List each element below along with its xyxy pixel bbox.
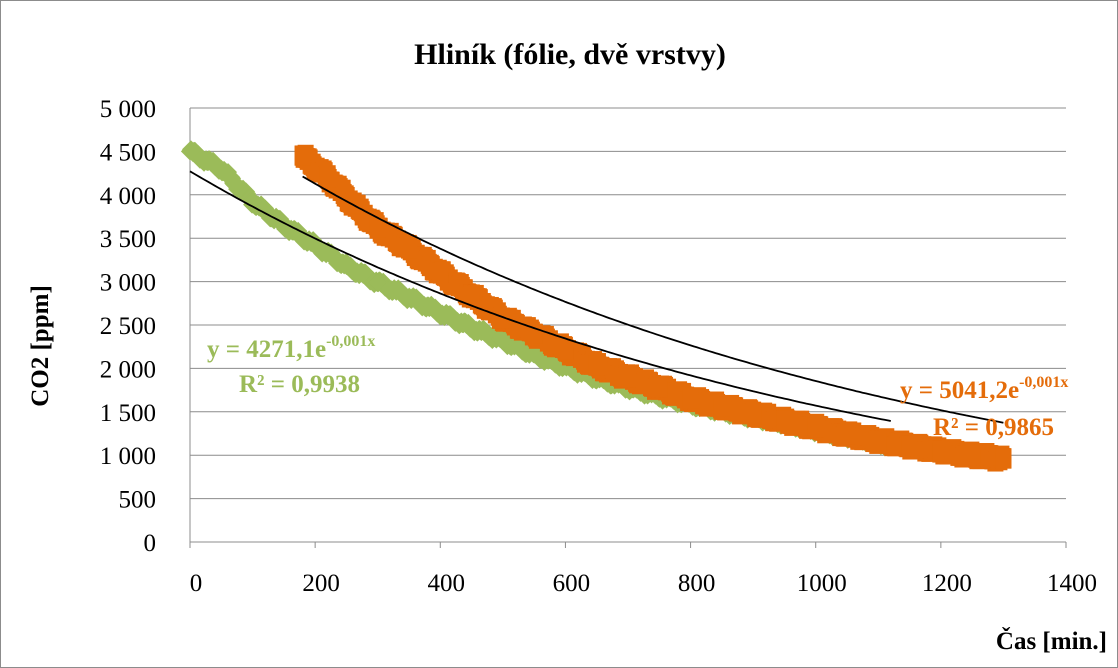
data-point-orange — [369, 217, 386, 238]
y-tick-label: 5 000 — [100, 96, 156, 123]
data-point-orange — [807, 417, 824, 438]
y-tick-label: 2 000 — [100, 356, 156, 383]
y-tick-labels: 0 500 1 000 1 500 2 000 2 500 3 000 3 500 4 000 4… — [100, 96, 156, 557]
y-tick-label: 0 — [144, 530, 157, 557]
data-point-orange — [344, 193, 361, 214]
data-point-orange — [932, 440, 949, 461]
x-tick-label: 400 — [428, 570, 466, 597]
orange-equation: y = 5041,2e-0,001x — [900, 374, 1068, 404]
x-axis-label: Čas [min.] — [996, 626, 1107, 655]
orange-trendline-label: y = 5041,2e-0,001x R² = 0,9865 — [900, 374, 1068, 441]
data-point-orange — [901, 435, 918, 456]
orange-r2: R² = 0,9865 — [933, 414, 1054, 441]
data-point-green — [525, 345, 544, 364]
x-tick-label: 1200 — [922, 570, 972, 597]
series-layer — [181, 140, 1012, 472]
x-tick-label: 0 — [190, 570, 203, 597]
data-point-green — [462, 318, 481, 337]
green-equation: y = 4271,1e-0,001x — [207, 333, 375, 363]
data-point-orange — [776, 410, 793, 431]
data-point-green — [337, 256, 356, 275]
data-point-green — [431, 303, 450, 322]
data-point-orange — [839, 424, 855, 445]
x-tick-label: 800 — [678, 570, 716, 597]
green-equation-exponent: -0,001x — [326, 333, 375, 350]
green-equation-base: y = 4271,1e — [207, 336, 326, 363]
data-point-orange — [620, 367, 636, 388]
y-tick-label: 2 500 — [100, 313, 156, 340]
y-tick-label: 500 — [119, 487, 157, 514]
orange-equation-base: y = 5041,2e — [900, 377, 1019, 404]
data-point-green — [368, 273, 387, 292]
data-point-orange — [294, 145, 311, 166]
y-tick-label: 4 500 — [100, 139, 156, 166]
y-tick-label: 1 500 — [100, 400, 156, 427]
y-tick-label: 3 000 — [100, 270, 156, 297]
y-tick-label: 3 500 — [100, 226, 156, 253]
x-tick-label: 600 — [553, 570, 591, 597]
data-point-orange — [745, 403, 762, 424]
data-point-orange — [682, 388, 699, 409]
data-point-orange — [494, 308, 511, 329]
y-tick-label: 1 000 — [100, 443, 156, 470]
data-point-orange — [319, 167, 336, 188]
data-point-green — [400, 288, 418, 307]
x-tick-label: 1000 — [797, 570, 847, 597]
data-point-orange — [651, 377, 668, 398]
data-point-orange — [432, 262, 449, 283]
data-point-orange — [870, 430, 887, 451]
data-point-orange — [588, 355, 605, 376]
data-point-green — [181, 142, 199, 161]
trendline-1 — [302, 175, 1004, 424]
trendline-layer — [189, 170, 1004, 424]
data-point-orange — [463, 285, 480, 306]
green-trendline-label: y = 4271,1e-0,001x R² = 0,9938 — [207, 333, 375, 398]
green-r2: R² = 0,9938 — [239, 371, 360, 398]
data-point-orange — [401, 238, 417, 259]
data-point-orange — [995, 448, 1012, 469]
data-point-green — [243, 192, 262, 211]
chart-title: Hliník (fólie, dvě vrstvy) — [414, 38, 726, 71]
y-tick-label: 4 000 — [100, 183, 156, 210]
axes — [189, 108, 1067, 548]
data-point-orange — [713, 396, 730, 417]
data-point-orange — [557, 339, 574, 360]
data-point-green — [493, 331, 512, 350]
x-tick-label: 200 — [302, 570, 340, 597]
series-1 — [294, 144, 1012, 472]
orange-equation-exponent: -0,001x — [1019, 374, 1068, 391]
data-point-orange — [964, 445, 981, 466]
data-point-green — [212, 159, 231, 178]
y-axis-label: CO2 [ppm] — [27, 285, 54, 407]
x-tick-label: 1400 — [1047, 570, 1097, 597]
x-tick-labels: 0 200 400 600 800 1000 1200 1400 — [190, 570, 1097, 597]
trendline-0 — [189, 170, 891, 422]
